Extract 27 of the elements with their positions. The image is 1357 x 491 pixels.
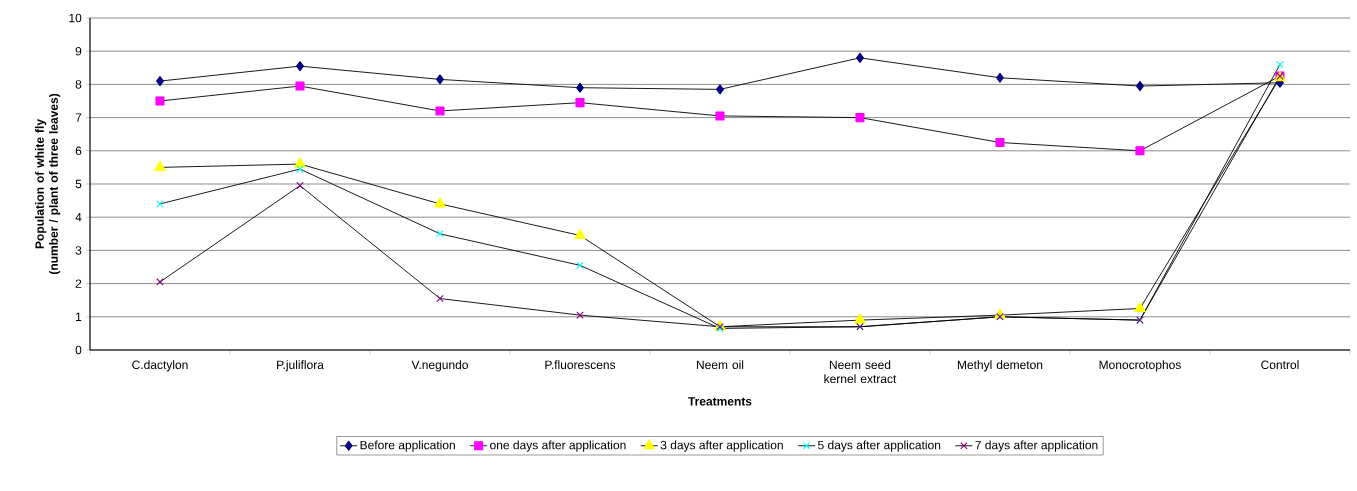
x-tick-label: Neem seed kernel extract [824,360,897,384]
x-tick-label: P.fluorescens [545,360,616,370]
y-tick-label: 4 [75,213,82,222]
y-tick-label: 3 [75,246,82,255]
y-axis-title: Population of white fly (number / plant of three leaves) [35,93,61,275]
y-tick-label: 2 [75,279,82,288]
x-tick-label: Control [1261,360,1299,370]
legend-label: 3 days after application [660,440,783,452]
y-tick-label: 10 [69,13,82,23]
legend-label: one days after application [490,440,626,452]
y-tick-label: 5 [75,179,82,189]
x-tick-label: Neem oil [696,360,744,370]
y-tick-label: 6 [75,146,82,156]
y-tick-label: 8 [75,80,82,89]
x-tick-label: Monocrotophos [1099,360,1181,372]
y-tick-label: 9 [75,46,82,56]
x-tick-label: Methyl demeton [957,360,1043,372]
y-tick-label: 0 [75,345,82,355]
x-tick-label: C.dactylon [132,360,188,372]
x-axis-title: Treatments [688,397,752,406]
legend-label: 7 days after application [975,440,1098,452]
y-tick-label: 7 [75,113,82,122]
x-tick-label: V.negundo [411,360,468,372]
legend-label: Before application [360,440,455,452]
x-tick-label: P.juliflora [277,360,324,372]
y-tick-label: 1 [76,312,82,321]
legend-label: 5 days after application [818,440,941,452]
